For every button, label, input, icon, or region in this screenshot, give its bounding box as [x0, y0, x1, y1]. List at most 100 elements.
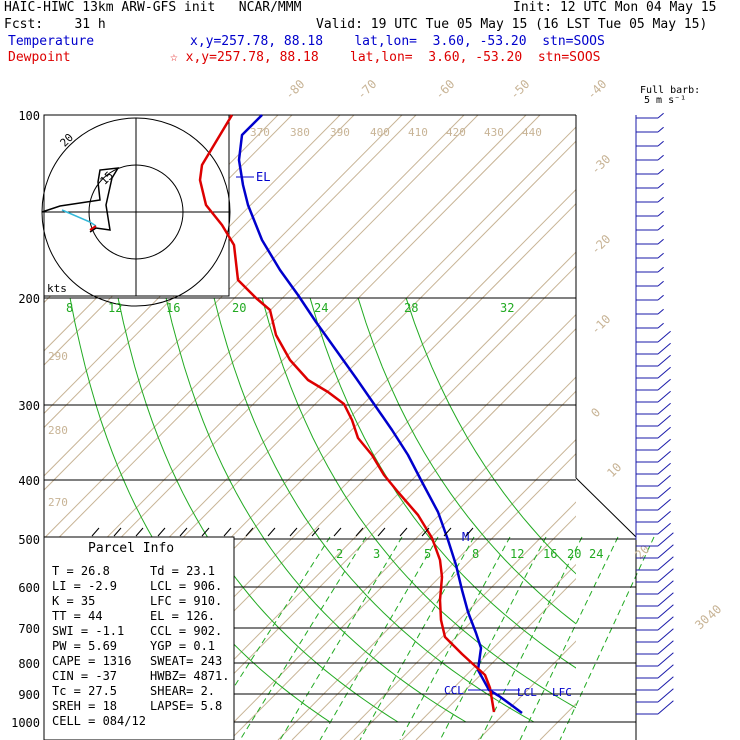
pressure-label: 500 [18, 533, 40, 547]
isotherm-line [44, 115, 541, 616]
wind-barb-flag [657, 354, 671, 367]
pressure-label: 800 [18, 657, 40, 671]
wind-barb-flag [657, 556, 674, 571]
temperature-legend: Temperature [8, 34, 95, 49]
isotherm-label: -70 [354, 77, 379, 102]
mixing-ratio-label: 8 [472, 547, 479, 561]
parcel-row-right: Td = 23.1 [150, 564, 215, 578]
parcel-box [43, 536, 235, 740]
pressure-label: 200 [18, 292, 40, 306]
model-title: HAIC-HIWC 13km ARW-GFS init NCAR/MMM [4, 0, 302, 15]
wind-barb-flag [657, 238, 664, 245]
tick-mark [289, 527, 298, 537]
parcel-row-right: LAPSE= 5.8 [150, 699, 222, 713]
barb-legend-title: Full barb: [640, 85, 701, 96]
dewpoint-profile [198, 114, 496, 713]
isotherm-label: -50 [507, 77, 532, 102]
parcel-row-right: SHEAR= 2. [150, 684, 215, 698]
parcel-row-right: LFC = 910. [150, 594, 222, 608]
mixing-ratio-line [359, 536, 475, 740]
mixing-ratio-label: 5 [424, 547, 431, 561]
parcel-row-right: CCL = 902. [150, 624, 222, 638]
wind-barb-flag [657, 426, 671, 439]
tick-mark [201, 527, 210, 537]
wind-barb-flag [657, 280, 664, 287]
tick-mark [443, 527, 452, 537]
lfc-label: LFC [552, 686, 572, 699]
potential-temp-label: 390 [330, 126, 350, 139]
isotherm-line [167, 327, 576, 740]
wind-barb-flag [657, 266, 664, 273]
parcel-row-left: CELL = 084/12 [52, 714, 146, 728]
wind-barb-flag [657, 330, 671, 343]
wind-barb-flag [657, 402, 671, 415]
hodograph-trace [41, 167, 120, 233]
isotherm-label: -30 [588, 152, 613, 177]
wind-barb-flag [657, 414, 671, 427]
tick-mark [421, 527, 430, 537]
wind-barb-flag [657, 378, 671, 391]
wind-barb-flag [657, 322, 664, 329]
mixing-ratio-label: 3 [373, 547, 380, 561]
isotherm-label: -20 [588, 232, 613, 257]
isotherm-label: -10 [588, 312, 613, 337]
wind-barb-flag [657, 510, 671, 523]
tick-mark [399, 527, 408, 537]
wind-barb-flag [657, 604, 674, 619]
wind-barb-flag [657, 568, 674, 583]
wind-barb-flag [657, 342, 671, 355]
potential-temp-label: 400 [370, 126, 390, 139]
parcel-title: Parcel Info [88, 541, 174, 556]
el-label: EL [256, 170, 270, 184]
mixing-ratio-line [239, 536, 367, 740]
wind-barb-flag [657, 438, 671, 451]
wind-barb-flag [657, 664, 674, 679]
dry-adiabat-line [339, 501, 576, 740]
ccl-label: CCL [444, 684, 464, 697]
isotherm-label: -60 [432, 77, 457, 102]
isotherm-line [539, 702, 576, 740]
dry-adiabat-line [44, 115, 403, 477]
moist-adiabat-line [405, 297, 576, 575]
isotherm-line [44, 115, 417, 491]
tick-mark [245, 527, 254, 537]
wind-barb-flag [657, 580, 674, 595]
mixing-ratio-line [559, 536, 655, 740]
hodograph-units: kts [47, 282, 67, 295]
parcel-row-left: T = 26.8 [52, 564, 110, 578]
isotherm-label: 0 [588, 405, 603, 420]
wind-barb-flag [657, 688, 674, 703]
init-time: Init: 12 UTC Mon 04 May 15 [513, 0, 717, 15]
dry-adiabat-line [215, 376, 576, 740]
wind-barb-flag [657, 532, 674, 547]
parcel-row-left: TT = 44 [52, 609, 103, 623]
potential-temp-label: 440 [522, 126, 542, 139]
wind-barb-flag [657, 592, 674, 607]
potential-temp-label: 270 [48, 496, 68, 509]
tick-mark [113, 527, 122, 537]
isotherm-line [353, 515, 576, 740]
wind-barb-flag [657, 224, 664, 231]
wind-barb-flag [657, 616, 674, 631]
wind-barb-flag [657, 652, 674, 667]
lcl-label: LCL [517, 686, 537, 699]
wind-barb-flag [657, 182, 664, 189]
pressure-label: 900 [18, 688, 40, 702]
isotherm-label: 20 [632, 542, 652, 562]
parcel-row-left: PW = 5.69 [52, 639, 117, 653]
tick-mark [179, 527, 188, 537]
wind-barb-flag [657, 390, 671, 403]
wind-barb-flag [657, 366, 671, 379]
potential-temp-label: 380 [290, 126, 310, 139]
wind-barb-flag [657, 628, 674, 643]
parcel-row-left: K = 35 [52, 594, 95, 608]
parcel-row-right: EL = 126. [150, 609, 215, 623]
wind-barb-flag [657, 112, 664, 119]
parcel-row-left: CIN = -37 [52, 669, 117, 683]
isotherm-line [726, 115, 740, 740]
potential-temp-label: 420 [446, 126, 466, 139]
tick-mark [157, 527, 166, 537]
hodograph-sfc [89, 225, 97, 231]
pressure-label: 300 [18, 399, 40, 413]
isotherm-line [229, 390, 576, 740]
